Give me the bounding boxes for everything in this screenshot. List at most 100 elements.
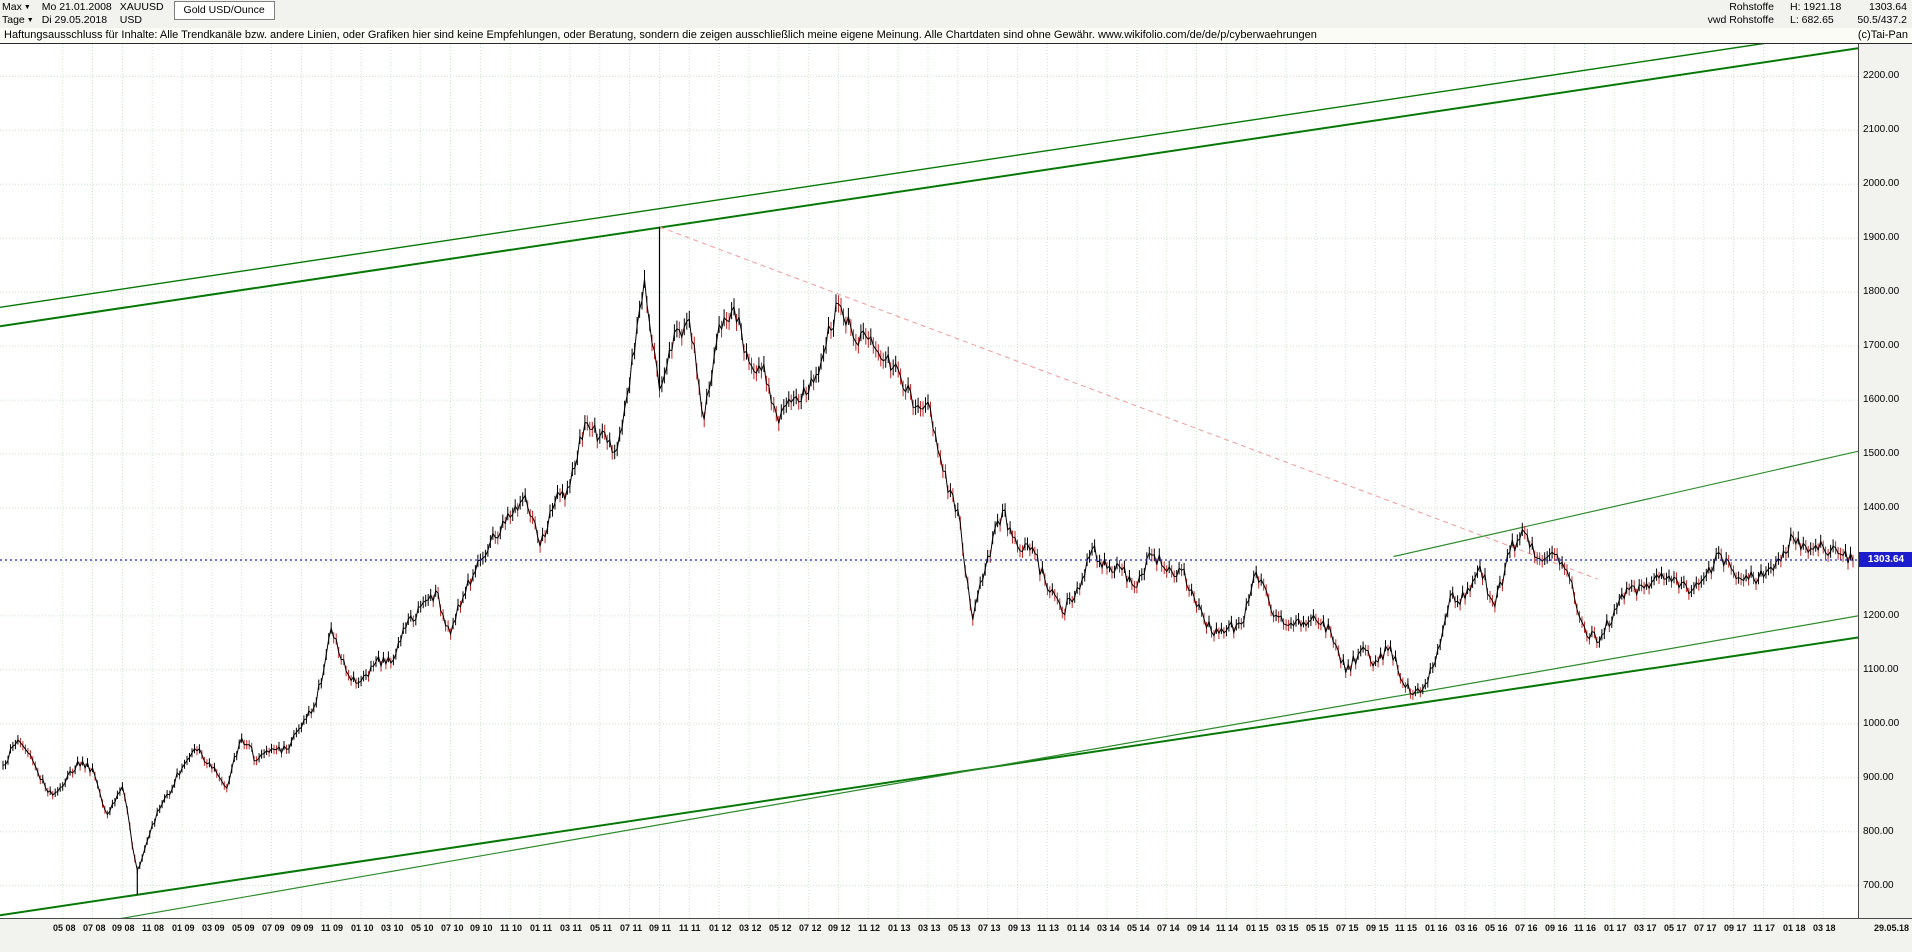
period-high-label: H: 1921.18: [1789, 1, 1842, 13]
time-axis-label: 03 16: [1455, 923, 1478, 933]
time-axis-label: 07 08: [83, 923, 106, 933]
chart-header: Max ▼ Tage ▼ Mo 21.01.2008 Di 29.05.2018 X…: [0, 0, 1912, 28]
chevron-down-icon: ▼: [23, 4, 31, 11]
time-axis-label: 05 10: [411, 923, 434, 933]
time-axis-label: 01 16: [1425, 923, 1448, 933]
time-axis-label: 03 14: [1097, 923, 1120, 933]
time-axis-label: 05 13: [948, 923, 971, 933]
time-axis-label: 05 14: [1127, 923, 1150, 933]
disclaimer-bar: Haftungsausschluss für Inhalte: Alle Tre…: [0, 28, 1912, 44]
period-low-label: L: 682.65: [1789, 14, 1834, 26]
time-axis-label: 09 10: [470, 923, 493, 933]
time-axis-label: 01 18: [1783, 923, 1806, 933]
time-axis-label: 05 16: [1485, 923, 1508, 933]
last-date-label: 29.05.18: [1873, 923, 1909, 933]
time-axis-label: 11 17: [1753, 923, 1776, 933]
price-axis-label: 1600.00: [1863, 394, 1900, 405]
time-axis-label: 11 15: [1395, 923, 1418, 933]
market-group-label: Rohstoffe: [1729, 1, 1774, 13]
time-axis-label: 07 10: [441, 923, 464, 933]
time-axis-label: 09 17: [1724, 923, 1747, 933]
price-axis-label: 1800.00: [1863, 286, 1900, 297]
time-axis-label: 07 11: [620, 923, 643, 933]
time-axis-label: 05 11: [590, 923, 613, 933]
price-axis-label: 1400.00: [1863, 502, 1900, 513]
time-axis-label: 03 12: [739, 923, 762, 933]
start-date-field[interactable]: Mo 21.01.2008: [41, 1, 112, 13]
price-axis-label: 1200.00: [1863, 610, 1900, 621]
time-axis-label: 09 11: [649, 923, 672, 933]
time-axis-label: 05 08: [53, 923, 76, 933]
time-axis-label: 01 12: [709, 923, 732, 933]
time-axis-label: 11 10: [500, 923, 523, 933]
time-axis[interactable]: 29.05.18 05 08 07 08 09 08 11 08 01 09 03 09 0…: [0, 918, 1912, 952]
currency-label: USD: [119, 14, 142, 26]
time-axis-label: 11 12: [858, 923, 881, 933]
price-chart-canvas[interactable]: [0, 44, 1858, 918]
time-axis-label: 09 08: [112, 923, 135, 933]
time-axis-label: 11 08: [142, 923, 165, 933]
last-price-value: 1303.64: [1869, 1, 1907, 13]
time-axis-label: 09 09: [291, 923, 314, 933]
time-axis-label: 09 16: [1545, 923, 1568, 933]
time-axis-label: 03 10: [381, 923, 404, 933]
time-axis-label: 07 13: [978, 923, 1001, 933]
time-axis-label: 11 11: [679, 923, 701, 933]
time-axis-label: 01 13: [888, 923, 911, 933]
time-axis-label: 01 17: [1604, 923, 1627, 933]
chart-area: 1303.64 2200.00 2100.00 2000.00 1900.00 1800…: [0, 44, 1912, 918]
time-axis-label: 01 10: [351, 923, 374, 933]
price-axis-label: 2000.00: [1863, 178, 1900, 189]
period-dropdown[interactable]: Tage ▼: [2, 14, 34, 27]
price-axis-label: 1900.00: [1863, 232, 1900, 243]
time-axis-label: 03 09: [202, 923, 225, 933]
time-axis-label: 03 11: [560, 923, 583, 933]
time-axis-label: 07 09: [262, 923, 285, 933]
price-axis-label: 900.00: [1863, 772, 1894, 783]
price-axis-label: 1100.00: [1863, 664, 1899, 675]
price-axis-label: 1000.00: [1863, 718, 1900, 729]
time-axis-label: 11 09: [321, 923, 344, 933]
time-axis-label: 05 12: [769, 923, 792, 933]
time-axis-label: 09 12: [828, 923, 851, 933]
price-axis-label: 2200.00: [1863, 70, 1900, 81]
copyright-label: (c)Tai-Pan: [1857, 29, 1908, 41]
time-axis-label: 05 15: [1306, 923, 1329, 933]
price-axis-label: 2100.00: [1863, 124, 1900, 135]
time-axis-label: 05 09: [232, 923, 255, 933]
time-axis-label: 01 09: [172, 923, 195, 933]
disclaimer-text: Haftungsausschluss für Inhalte: Alle Tre…: [4, 29, 1317, 41]
price-axis-label: 1500.00: [1863, 448, 1900, 459]
time-axis-label: 07 15: [1336, 923, 1359, 933]
time-axis-label: 01 15: [1246, 923, 1269, 933]
end-date-field[interactable]: Di 29.05.2018: [41, 14, 108, 26]
data-source-label: vwd Rohstoffe: [1707, 14, 1774, 26]
time-axis-label: 07 17: [1694, 923, 1717, 933]
time-axis-label: 11 16: [1574, 923, 1597, 933]
price-axis[interactable]: 1303.64 2200.00 2100.00 2000.00 1900.00 1800…: [1858, 44, 1912, 918]
price-axis-label: 1700.00: [1863, 340, 1900, 351]
range-label: Max: [2, 1, 22, 13]
time-axis-label: 09 13: [1008, 923, 1031, 933]
time-axis-label: 09 15: [1366, 923, 1389, 933]
time-axis-label: 01 14: [1067, 923, 1090, 933]
instrument-title-tab[interactable]: Gold USD/Ounce: [173, 1, 275, 20]
time-axis-label: 11 13: [1037, 923, 1060, 933]
last-price-badge: 1303.64: [1859, 552, 1912, 567]
symbol-label: XAUUSD: [119, 1, 164, 13]
time-axis-label: 03 15: [1276, 923, 1299, 933]
price-axis-label: 700.00: [1863, 880, 1894, 891]
time-axis-label: 05 17: [1664, 923, 1687, 933]
chevron-down-icon: ▼: [26, 17, 34, 24]
time-axis-label: 03 13: [918, 923, 941, 933]
period-label: Tage: [2, 14, 25, 26]
price-axis-label: 800.00: [1863, 826, 1894, 837]
time-axis-label: 01 11: [530, 923, 553, 933]
range-dropdown[interactable]: Max ▼: [2, 1, 34, 14]
time-axis-label: 07 16: [1515, 923, 1538, 933]
time-axis-label: 03 17: [1634, 923, 1657, 933]
time-axis-label: 07 12: [799, 923, 822, 933]
time-axis-label: 07 14: [1157, 923, 1180, 933]
time-axis-label: 03 18: [1813, 923, 1836, 933]
